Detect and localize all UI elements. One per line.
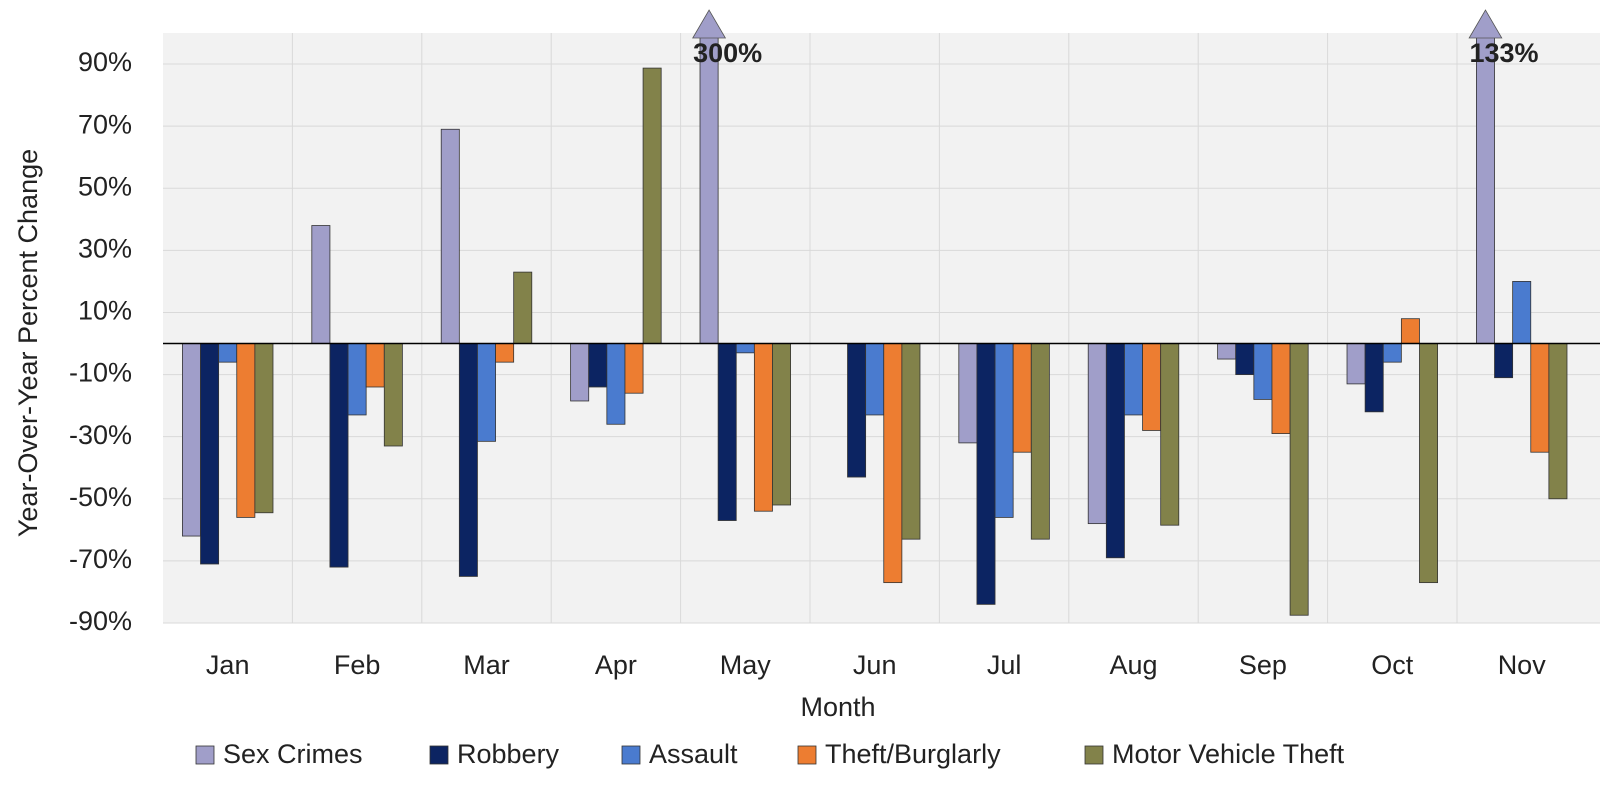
bar bbox=[495, 343, 515, 363]
bar bbox=[1217, 343, 1237, 360]
bar bbox=[311, 225, 331, 344]
y-tick-label: 50% bbox=[78, 171, 132, 201]
bar bbox=[458, 343, 478, 577]
bar bbox=[1346, 343, 1366, 385]
legend-label: Sex Crimes bbox=[223, 739, 363, 769]
y-tick-label: -70% bbox=[69, 544, 132, 574]
overlay: Jan Feb Mar Apr May Jun Jul Aug Sep Oct Nov 300% 133… bbox=[163, 9, 1600, 769]
bar bbox=[1142, 343, 1162, 431]
bar bbox=[254, 343, 274, 514]
x-tick-label: May bbox=[720, 650, 772, 680]
bar bbox=[477, 343, 496, 442]
plot-area bbox=[163, 33, 1600, 623]
legend-label: Motor Vehicle Theft bbox=[1112, 739, 1345, 769]
bar bbox=[1364, 343, 1384, 413]
bar bbox=[1548, 343, 1568, 500]
overflow-arrow bbox=[1468, 9, 1503, 39]
bar bbox=[1124, 343, 1143, 416]
x-tick-label: Oct bbox=[1371, 650, 1414, 680]
legend-label: Theft/Burglarly bbox=[825, 739, 1001, 769]
x-tick-label: Apr bbox=[595, 650, 637, 680]
bar bbox=[865, 343, 885, 416]
x-tick-label: Feb bbox=[334, 650, 381, 680]
grid: -90% -70% -50% -30% -10% 10% 30% 50% 70% 90% bbox=[69, 33, 1600, 636]
bar bbox=[1030, 343, 1050, 540]
legend-swatch bbox=[195, 745, 215, 765]
bar bbox=[717, 343, 737, 521]
legend-swatch bbox=[621, 745, 641, 765]
y-tick-label: -90% bbox=[69, 606, 132, 636]
bar bbox=[1419, 343, 1438, 584]
bar bbox=[772, 343, 791, 506]
bar bbox=[513, 271, 533, 344]
bar bbox=[606, 343, 626, 425]
bar bbox=[200, 343, 220, 565]
bar bbox=[588, 343, 608, 388]
bar bbox=[642, 67, 662, 344]
y-tick-label: -30% bbox=[69, 420, 132, 450]
bar bbox=[1400, 318, 1420, 344]
bar bbox=[1530, 343, 1550, 453]
y-tick-label: 30% bbox=[78, 233, 132, 263]
legend-swatch bbox=[797, 745, 817, 765]
bar bbox=[1160, 343, 1180, 526]
y-axis-label: Year-Over-Year Percent Change bbox=[13, 149, 43, 537]
y-tick-label: -10% bbox=[69, 358, 132, 388]
bars bbox=[182, 30, 1568, 616]
x-axis-label: Month bbox=[800, 692, 875, 722]
bar bbox=[182, 343, 201, 537]
x-tick-label: Jul bbox=[987, 650, 1022, 680]
bar bbox=[1235, 343, 1255, 375]
bar bbox=[901, 343, 921, 540]
x-tick-label: Nov bbox=[1498, 650, 1547, 680]
bar bbox=[1382, 343, 1402, 363]
bar bbox=[1012, 343, 1032, 453]
legend-swatch bbox=[429, 745, 449, 765]
bar bbox=[1253, 343, 1273, 400]
bar bbox=[383, 343, 403, 447]
legend-label: Assault bbox=[649, 739, 738, 769]
x-tick-label: Jan bbox=[206, 650, 250, 680]
bar bbox=[624, 343, 644, 394]
y-tick-label: -50% bbox=[69, 482, 132, 512]
bar bbox=[958, 343, 978, 444]
overflow-arrow bbox=[692, 9, 727, 39]
bar bbox=[1512, 281, 1532, 344]
bar bbox=[570, 343, 590, 402]
bar bbox=[365, 343, 385, 388]
x-tick-label: Aug bbox=[1109, 650, 1157, 680]
y-tick-label: 10% bbox=[78, 296, 132, 326]
legend-label: Robbery bbox=[457, 739, 560, 769]
bar bbox=[1105, 343, 1125, 559]
bar bbox=[1289, 343, 1309, 616]
value-label: 300% bbox=[693, 38, 762, 68]
bar bbox=[847, 343, 867, 478]
x-tick-label: Sep bbox=[1239, 650, 1287, 680]
value-label: 133% bbox=[1469, 38, 1538, 68]
bar bbox=[1494, 343, 1514, 379]
bar bbox=[994, 343, 1014, 518]
bar bbox=[1087, 343, 1107, 525]
bar bbox=[236, 343, 256, 518]
bar bbox=[347, 343, 367, 416]
x-tick-label: Jun bbox=[853, 650, 897, 680]
bar bbox=[329, 343, 349, 568]
bar bbox=[735, 343, 755, 354]
bar bbox=[753, 343, 773, 512]
bar bbox=[218, 343, 238, 363]
legend-swatch bbox=[1084, 745, 1104, 765]
x-tick-label: Mar bbox=[463, 650, 510, 680]
bar bbox=[1271, 343, 1291, 434]
bar bbox=[976, 343, 996, 605]
bar bbox=[883, 343, 903, 584]
y-tick-label: 90% bbox=[78, 47, 132, 77]
y-tick-label: 70% bbox=[78, 109, 132, 139]
bar bbox=[440, 128, 460, 344]
